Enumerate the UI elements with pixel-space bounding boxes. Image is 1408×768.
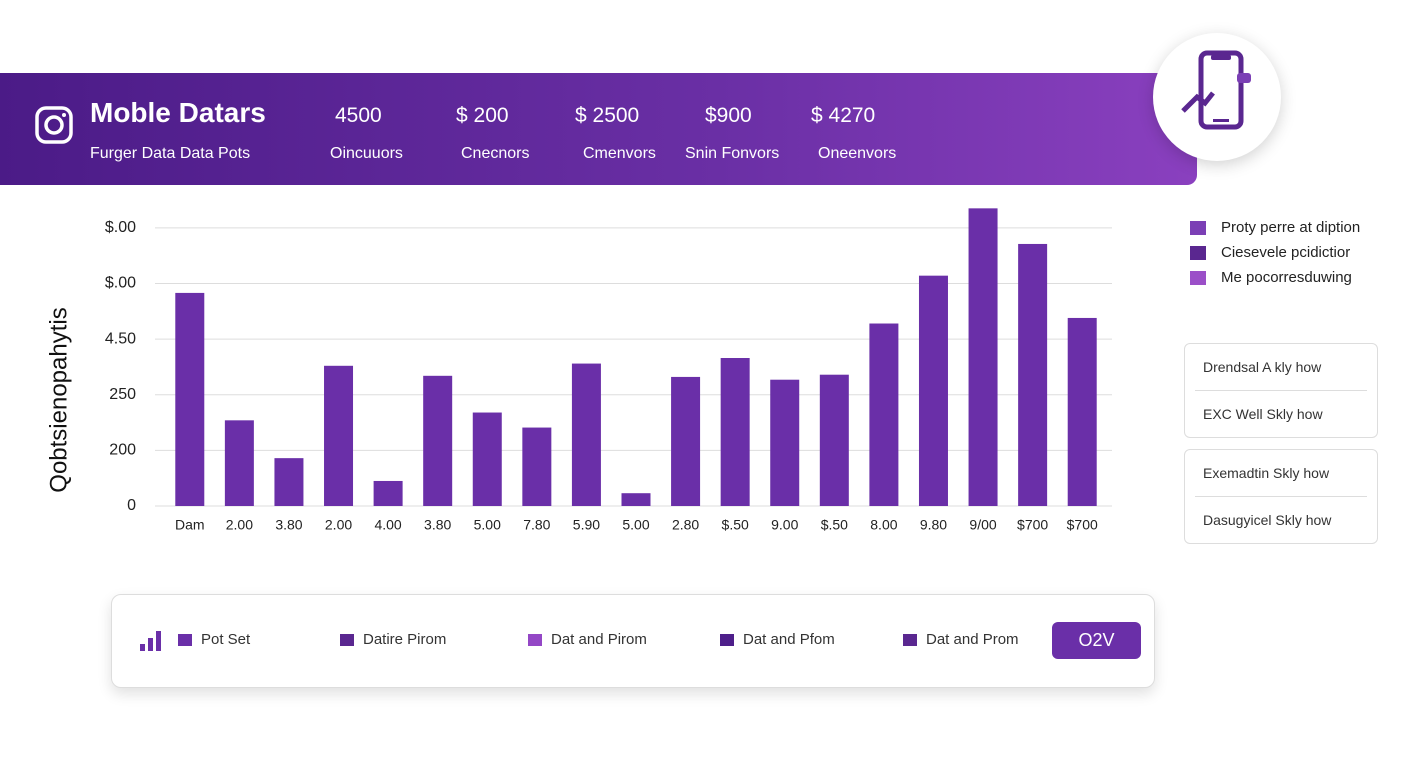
instagram-icon [35,106,73,144]
x-tick-label: 5.90 [573,517,600,533]
x-tick-label: 2.00 [325,517,352,533]
bar [671,376,701,506]
stat-value: $ 2500 [575,104,640,127]
bar [869,323,899,506]
x-tick-label: 3.80 [424,517,451,533]
x-tick-label: 9.00 [771,517,798,533]
x-tick-label: 3.80 [275,517,302,533]
x-tick-label: $.50 [821,517,848,533]
bar [819,374,849,506]
header-subtitle: Furger Data Data Pots [90,145,251,162]
x-tick-label: 5.00 [474,517,501,533]
filter-item[interactable]: Datire Pirom [340,631,446,648]
filter-swatch [903,633,917,646]
panel-row: Exemadtin Skly how [1203,465,1330,481]
bar [472,412,502,506]
stat-value: 4500 [335,104,382,127]
panel-row: Dasugyicel Skly how [1195,496,1367,543]
filter-label: Datire Pirom [363,631,447,648]
bar [1067,317,1097,506]
y-tick-label: $.00 [105,275,136,292]
legend-label: Proty perre at diption [1221,219,1361,236]
x-tick-label: 7.80 [523,517,550,533]
bar [1018,243,1048,506]
legend-label: Ciesevele pcidictior [1221,244,1351,261]
bar [968,208,998,506]
bar [373,480,403,506]
stat-label: Oincuuors [330,145,403,162]
legend-item: Me pocorresduwing [1190,269,1352,286]
phone-icon [1181,50,1251,130]
x-tick-label: 8.00 [870,517,897,533]
x-tick-label: 4.00 [374,517,401,533]
x-tick-label: $700 [1067,517,1098,533]
legend-item: Ciesevele pcidictior [1190,244,1350,261]
bar [770,379,800,506]
filter-swatch [340,633,354,646]
bar [918,275,948,506]
filter-swatch [178,633,192,646]
bar [175,292,205,506]
filter-item[interactable]: Dat and Pirom [528,631,647,648]
side-panel: Drendsal A kly how EXC Well Skly how [1184,343,1378,438]
stat-value: $ 200 [456,104,509,127]
x-tick-label: 2.80 [672,517,699,533]
header-title: Moble Datars [90,97,266,128]
panel-row: Drendsal A kly how [1203,359,1322,375]
filter-label: Pot Set [201,631,251,648]
chart: Qobtsienopahytis 0 200 250 4.50 $.00 $.00 Dam 2… [45,208,1112,533]
app-badge [1153,33,1281,161]
y-axis-title: Qobtsienopahytis [45,307,72,492]
bottom-bar [111,594,1155,688]
panel-row: EXC Well Skly how [1195,390,1367,437]
bar [274,458,304,506]
bar [324,365,354,506]
stat-label: Snin Fonvors [685,145,780,162]
filter-swatch [528,633,542,646]
stat-label: Oneenvors [818,145,897,162]
legend-item: Proty perre at diption [1190,219,1360,236]
filter-swatch [720,633,734,646]
stat-label: Cmenvors [583,145,656,162]
x-tick-label: 5.00 [622,517,649,533]
action-button[interactable]: O2V [1052,622,1141,659]
header-banner [0,73,1197,185]
legend-swatch [1190,270,1206,285]
y-tick-label: 0 [127,497,136,514]
filter-label: Dat and Pfom [743,631,835,648]
bars-icon [140,631,161,651]
side-panel: Exemadtin Skly how Dasugyicel Skly how [1184,449,1378,544]
x-tick-label: 2.00 [226,517,253,533]
x-tick-label: $.50 [722,517,749,533]
bar [423,375,453,506]
y-tick-label: 250 [109,386,136,403]
stat-value: $ 4270 [811,104,876,127]
y-tick-label: $.00 [105,219,136,236]
x-tick-label: Dam [175,517,205,533]
filter-label: Dat and Pirom [551,631,647,648]
x-tick-label: 9/00 [969,517,996,533]
filter-item[interactable]: Pot Set [178,631,250,648]
legend-swatch [1190,220,1206,235]
bar [224,420,254,506]
legend-label: Me pocorresduwing [1221,269,1352,286]
bar [571,363,601,506]
stat-label: Cnecnors [461,145,530,162]
filter-item[interactable]: Dat and Prom [903,631,1019,648]
bar [621,493,651,506]
x-tick-label: 9.80 [920,517,947,533]
bar [522,427,552,506]
filter-label: Dat and Prom [926,631,1019,648]
y-tick-label: 4.50 [105,330,136,347]
legend-swatch [1190,245,1206,260]
bar [720,358,750,506]
stat-value: $900 [705,104,752,127]
y-tick-label: 200 [109,442,136,459]
filter-item[interactable]: Dat and Pfom [720,631,835,648]
x-tick-label: $700 [1017,517,1048,533]
